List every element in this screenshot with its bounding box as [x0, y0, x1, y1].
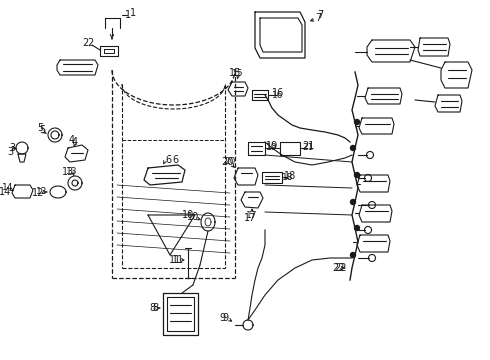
- Text: 15: 15: [232, 69, 244, 78]
- Text: 6: 6: [165, 155, 171, 165]
- Text: 20: 20: [221, 157, 233, 167]
- Text: 17: 17: [246, 211, 258, 220]
- Text: 12: 12: [36, 188, 48, 197]
- Text: 9: 9: [222, 313, 228, 323]
- Text: 20: 20: [224, 158, 236, 166]
- Text: 18: 18: [282, 172, 294, 181]
- Text: 11: 11: [172, 255, 184, 265]
- Text: 10: 10: [182, 210, 194, 220]
- Text: 19: 19: [266, 144, 278, 153]
- Text: 4: 4: [72, 137, 78, 147]
- Text: 2: 2: [82, 38, 88, 48]
- Text: 21: 21: [302, 144, 314, 153]
- Text: 13: 13: [62, 167, 74, 177]
- Text: 10: 10: [187, 212, 199, 222]
- Text: 3: 3: [7, 147, 13, 157]
- Polygon shape: [354, 172, 360, 177]
- Text: 12: 12: [32, 188, 44, 198]
- Text: 9: 9: [219, 313, 225, 323]
- Polygon shape: [354, 225, 360, 230]
- Text: 14: 14: [2, 184, 14, 193]
- Text: 16: 16: [272, 90, 284, 99]
- Text: 22: 22: [334, 263, 346, 273]
- Polygon shape: [354, 120, 360, 125]
- Text: 16: 16: [272, 88, 284, 98]
- Text: 1: 1: [130, 8, 136, 18]
- Text: 21: 21: [302, 141, 314, 151]
- Polygon shape: [350, 145, 356, 150]
- Text: 4: 4: [69, 135, 75, 145]
- Text: 6: 6: [172, 155, 178, 165]
- Text: 7: 7: [315, 13, 321, 23]
- Text: 22: 22: [332, 263, 344, 273]
- Text: 14: 14: [0, 187, 11, 197]
- Polygon shape: [350, 252, 356, 257]
- Text: 5: 5: [37, 123, 43, 133]
- Text: 17: 17: [244, 213, 256, 223]
- Text: 5: 5: [39, 125, 45, 135]
- Text: 7: 7: [317, 10, 323, 20]
- Text: 11: 11: [169, 255, 181, 265]
- Text: 2: 2: [87, 38, 93, 48]
- Text: 18: 18: [284, 171, 296, 181]
- Text: 13: 13: [66, 167, 78, 176]
- Text: 15: 15: [229, 68, 241, 78]
- Text: 3: 3: [9, 143, 15, 153]
- Polygon shape: [350, 199, 356, 204]
- Text: 8: 8: [152, 303, 158, 313]
- Text: 19: 19: [266, 141, 278, 151]
- Text: 1: 1: [125, 10, 131, 20]
- Text: 8: 8: [149, 303, 155, 313]
